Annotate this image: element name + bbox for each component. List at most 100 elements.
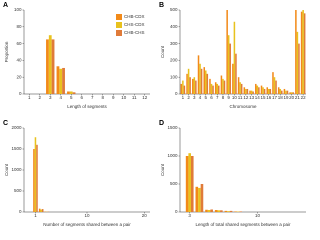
bar <box>252 91 254 94</box>
bar <box>188 153 191 212</box>
x-tick-label: 22 <box>301 95 307 100</box>
bar <box>56 66 60 94</box>
x-tick-label: 11 <box>132 95 137 100</box>
bar <box>67 91 70 94</box>
bar <box>186 73 188 94</box>
x-tick-label: 1 <box>182 95 185 100</box>
x-tick-label: 2 <box>38 95 41 100</box>
bar <box>220 210 223 212</box>
bar <box>277 87 280 94</box>
bar <box>216 83 218 94</box>
bar <box>48 35 52 94</box>
bar <box>182 80 184 94</box>
bar <box>209 78 211 94</box>
bar <box>233 21 236 94</box>
bar <box>200 68 203 94</box>
bar <box>227 211 230 212</box>
bar <box>190 156 194 212</box>
bar <box>41 209 44 212</box>
bar <box>189 77 191 94</box>
y-tick-label: 2000 <box>11 125 22 130</box>
bar <box>222 78 224 94</box>
x-tick-label: 16 <box>266 95 272 100</box>
bar <box>298 43 300 94</box>
x-tick-label: 9 <box>227 95 230 100</box>
y-tick-label: 20 <box>16 74 22 79</box>
x-tick-label: 1 <box>28 95 31 100</box>
bar <box>286 90 289 94</box>
y-tick-label: 500 <box>170 181 178 186</box>
bar <box>33 149 35 212</box>
x-tick-label: 6 <box>210 95 213 100</box>
bar <box>226 10 228 94</box>
y-tick-label: 200 <box>170 58 178 63</box>
bar <box>205 209 208 212</box>
y-tick-label: 1500 <box>11 146 22 151</box>
bar <box>200 184 204 212</box>
x-tick-label: 20 <box>289 95 295 100</box>
bar <box>292 92 294 94</box>
bar <box>263 88 266 94</box>
legend-label: CHB-CDX <box>124 14 145 19</box>
bar <box>187 68 190 94</box>
bar <box>72 92 76 94</box>
x-tick-label: 10 <box>121 95 127 100</box>
x-tick-label: 7 <box>216 95 219 100</box>
bar <box>262 87 264 94</box>
bar <box>295 10 297 94</box>
bar <box>40 209 42 212</box>
bar <box>214 210 218 212</box>
y-tick-label: 1000 <box>11 167 22 172</box>
bar <box>268 88 270 94</box>
x-tick-label: 1 <box>34 213 37 218</box>
x-tick-label: 4 <box>59 95 62 100</box>
bar <box>232 63 234 94</box>
x-axis-label: Number of segments shared between a pair <box>43 222 131 227</box>
y-tick-label: 0 <box>175 91 178 96</box>
bar <box>240 83 243 94</box>
bar <box>279 88 281 94</box>
legend-swatch <box>116 30 122 36</box>
bar <box>210 83 213 94</box>
bar <box>192 78 194 94</box>
panel: C Count Number of segments shared between … <box>3 120 150 227</box>
bar <box>217 210 221 212</box>
y-tick-label: 0 <box>175 209 178 214</box>
x-tick-label: 19 <box>283 95 289 100</box>
x-axis-label: Length of total shared segments between … <box>195 222 291 227</box>
bar <box>197 55 200 94</box>
y-tick-label: 100 <box>14 7 22 12</box>
legend-swatch <box>116 14 122 20</box>
bar <box>273 77 276 94</box>
x-tick-label: 18 <box>278 95 284 100</box>
panel-label: C <box>3 120 8 127</box>
x-tick-label: 8 <box>222 95 225 100</box>
x-tick-label: 9 <box>112 95 115 100</box>
x-tick-label: 3 <box>49 95 52 100</box>
x-axis-label: Length of segments <box>67 104 107 109</box>
bar <box>46 39 49 94</box>
x-axis-label: Chromosome <box>229 104 257 109</box>
bar <box>210 209 213 212</box>
x-tick-label: 21 <box>295 95 301 100</box>
y-axis-label: Count <box>160 163 165 176</box>
bar <box>235 53 237 94</box>
bar <box>237 77 240 94</box>
bar <box>229 210 233 212</box>
legend-label: CHS-CDX <box>124 22 145 27</box>
bar <box>258 87 260 94</box>
y-tick-label: 1500 <box>167 125 178 130</box>
y-tick-label: 40 <box>16 58 22 63</box>
bar <box>207 210 211 212</box>
bar <box>217 85 220 94</box>
bar <box>255 83 257 94</box>
x-tick-label: 3 <box>193 95 196 100</box>
legend-label: CHB-CHS <box>124 30 145 35</box>
bar <box>290 92 293 94</box>
y-tick-label: 100 <box>170 74 178 79</box>
bar <box>239 211 243 212</box>
bar <box>224 210 228 212</box>
bar <box>205 70 207 94</box>
x-tick-label: 13 <box>249 95 255 100</box>
